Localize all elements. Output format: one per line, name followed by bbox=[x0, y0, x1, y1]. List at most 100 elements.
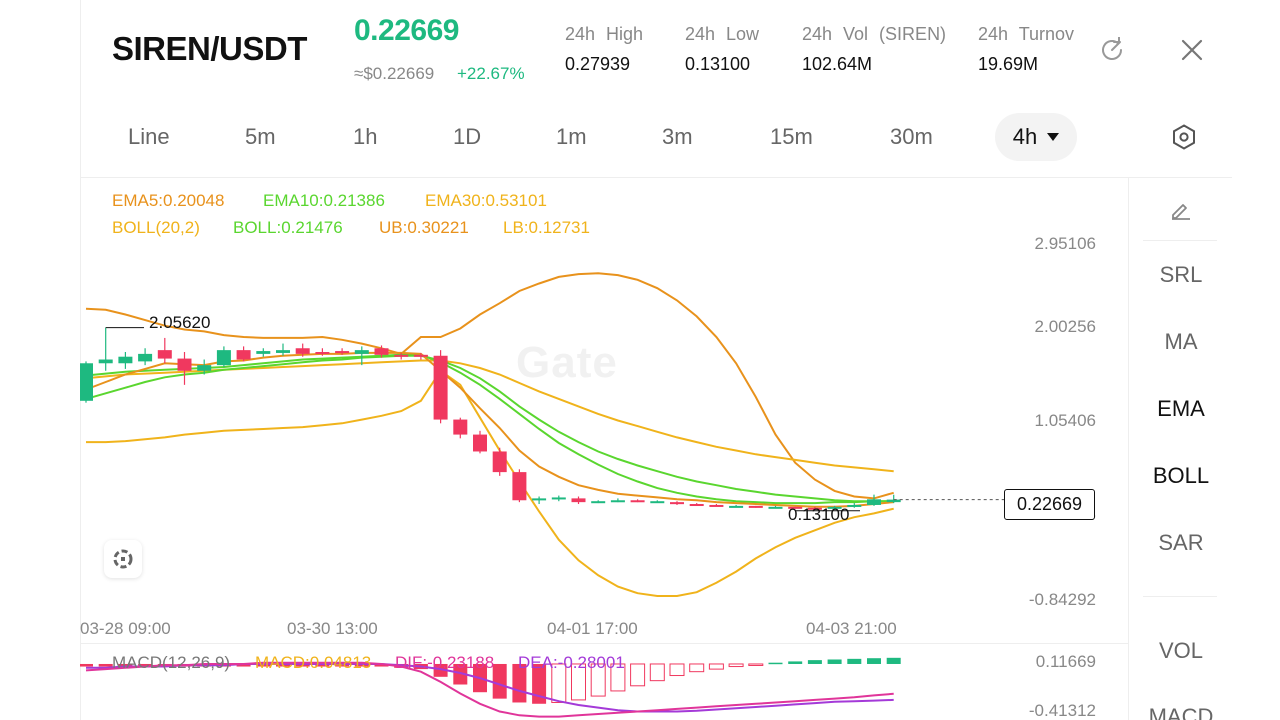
candle bbox=[138, 348, 153, 366]
candle bbox=[453, 417, 468, 439]
macd-bar bbox=[315, 663, 330, 667]
macd-bar bbox=[590, 663, 606, 697]
close-icon[interactable] bbox=[1176, 34, 1208, 66]
stat-24h-vol: 24h Vol (SIREN) 102.64M bbox=[802, 24, 946, 75]
candle-body bbox=[788, 506, 803, 509]
sidebar-item-boll[interactable]: BOLL bbox=[1152, 463, 1210, 488]
candle bbox=[157, 337, 172, 364]
candle-body bbox=[610, 500, 625, 503]
hexagon-gear-icon[interactable] bbox=[1168, 121, 1200, 153]
macd-chart bbox=[80, 657, 901, 718]
candle bbox=[80, 361, 93, 403]
candle-body bbox=[748, 505, 763, 508]
candle-body bbox=[453, 419, 468, 435]
sidebar-item-ema[interactable]: EMA bbox=[1157, 396, 1205, 421]
x-tick: 04-01 17:00 bbox=[547, 619, 638, 638]
candle bbox=[98, 327, 113, 371]
candle-body bbox=[512, 472, 527, 501]
candle bbox=[177, 352, 192, 385]
candle bbox=[886, 494, 901, 504]
legend-dif: DIF:-0.23188 bbox=[395, 653, 495, 672]
legend-dea: DEA:-0.28001 bbox=[518, 653, 625, 672]
candle-body bbox=[630, 500, 645, 503]
sidebar-item-sar[interactable]: SAR bbox=[1158, 530, 1204, 555]
stat-label: 24h High bbox=[565, 24, 644, 44]
candle bbox=[630, 499, 645, 503]
macd-bar bbox=[689, 663, 705, 673]
candle-body bbox=[591, 501, 606, 504]
sidebar-item-macd[interactable]: MACD bbox=[1148, 704, 1214, 720]
candle bbox=[689, 503, 704, 507]
macd-bar bbox=[708, 663, 724, 670]
stat-label: 24h Vol (SIREN) bbox=[802, 24, 947, 44]
candle bbox=[867, 494, 881, 506]
candle-body bbox=[571, 498, 586, 503]
macd-y-tick: 0.11669 bbox=[1035, 652, 1096, 671]
tab-line[interactable]: Line bbox=[128, 124, 170, 149]
candle bbox=[768, 505, 783, 509]
macd-bar bbox=[728, 663, 744, 668]
candle bbox=[492, 447, 507, 476]
stat-value: 0.27939 bbox=[565, 54, 631, 74]
candle-body bbox=[315, 352, 330, 355]
candlestick-chart[interactable] bbox=[80, 230, 1128, 650]
macd-y-tick: -0.41312 bbox=[1028, 701, 1096, 720]
last-price: 0.22669 bbox=[354, 14, 459, 47]
candle bbox=[551, 495, 566, 502]
tab-1d[interactable]: 1D bbox=[453, 124, 482, 149]
candle bbox=[276, 343, 290, 356]
candle-body bbox=[650, 501, 665, 504]
candle-body bbox=[492, 451, 507, 473]
macd-bar bbox=[98, 663, 113, 667]
candle bbox=[295, 343, 310, 357]
candle-body bbox=[118, 356, 133, 364]
macd-divider bbox=[80, 643, 1128, 644]
legend-ema30: EMA30:0.53101 bbox=[425, 191, 547, 210]
legend-lb: LB:0.12731 bbox=[503, 218, 590, 237]
candle bbox=[512, 469, 527, 503]
sidebar-item-srl[interactable]: SRL bbox=[1159, 262, 1203, 287]
tab-3m[interactable]: 3m bbox=[662, 124, 693, 149]
tab-4h-label: 4h bbox=[1012, 124, 1038, 149]
macd-bar bbox=[354, 663, 369, 667]
macd-bar bbox=[80, 663, 93, 667]
candle bbox=[216, 346, 231, 368]
candle-body bbox=[374, 348, 389, 355]
price-change: +22.67% bbox=[457, 64, 525, 83]
macd-bar bbox=[453, 663, 468, 685]
share-refresh-icon[interactable] bbox=[1096, 34, 1128, 66]
tab-5m[interactable]: 5m bbox=[245, 124, 276, 149]
pencil-icon[interactable] bbox=[1167, 196, 1195, 224]
dif-line bbox=[85, 661, 894, 718]
candle bbox=[413, 352, 428, 360]
tab-1m[interactable]: 1m bbox=[556, 124, 587, 149]
macd-bar bbox=[768, 662, 783, 665]
sidebar-item-vol[interactable]: VOL bbox=[1158, 638, 1204, 663]
stat-24h-low: 24h Low 0.13100 bbox=[685, 24, 759, 75]
tab-1h[interactable]: 1h bbox=[353, 124, 378, 149]
candle-body bbox=[847, 504, 862, 507]
candle-body bbox=[98, 359, 113, 364]
tab-4h-dropdown[interactable]: 4h bbox=[995, 113, 1077, 161]
current-price-tag: 0.22669 bbox=[1004, 489, 1095, 520]
macd-bar bbox=[886, 657, 901, 664]
indicator-sidebar: SRL MA EMA BOLL SAR VOL MACD bbox=[1128, 178, 1232, 720]
stat-value: 0.13100 bbox=[685, 54, 751, 74]
candle bbox=[847, 503, 862, 508]
macd-bar bbox=[669, 663, 685, 677]
candle-body bbox=[473, 434, 487, 452]
sidebar-divider bbox=[1143, 596, 1217, 597]
candle-body bbox=[295, 348, 310, 354]
sidebar-item-ma[interactable]: MA bbox=[1164, 329, 1198, 354]
tab-30m[interactable]: 30m bbox=[890, 124, 933, 149]
tab-15m[interactable]: 15m bbox=[770, 124, 813, 149]
macd-bar bbox=[807, 660, 822, 664]
low-marker-label: 0.13100 bbox=[788, 505, 850, 524]
candle bbox=[729, 504, 744, 508]
candle bbox=[473, 430, 487, 454]
gate-logo-icon[interactable] bbox=[104, 540, 142, 578]
macd-bar bbox=[788, 661, 803, 664]
ema30-line bbox=[85, 359, 894, 473]
high-marker-label: 2.05620 bbox=[149, 313, 211, 332]
candle-body bbox=[729, 505, 744, 508]
